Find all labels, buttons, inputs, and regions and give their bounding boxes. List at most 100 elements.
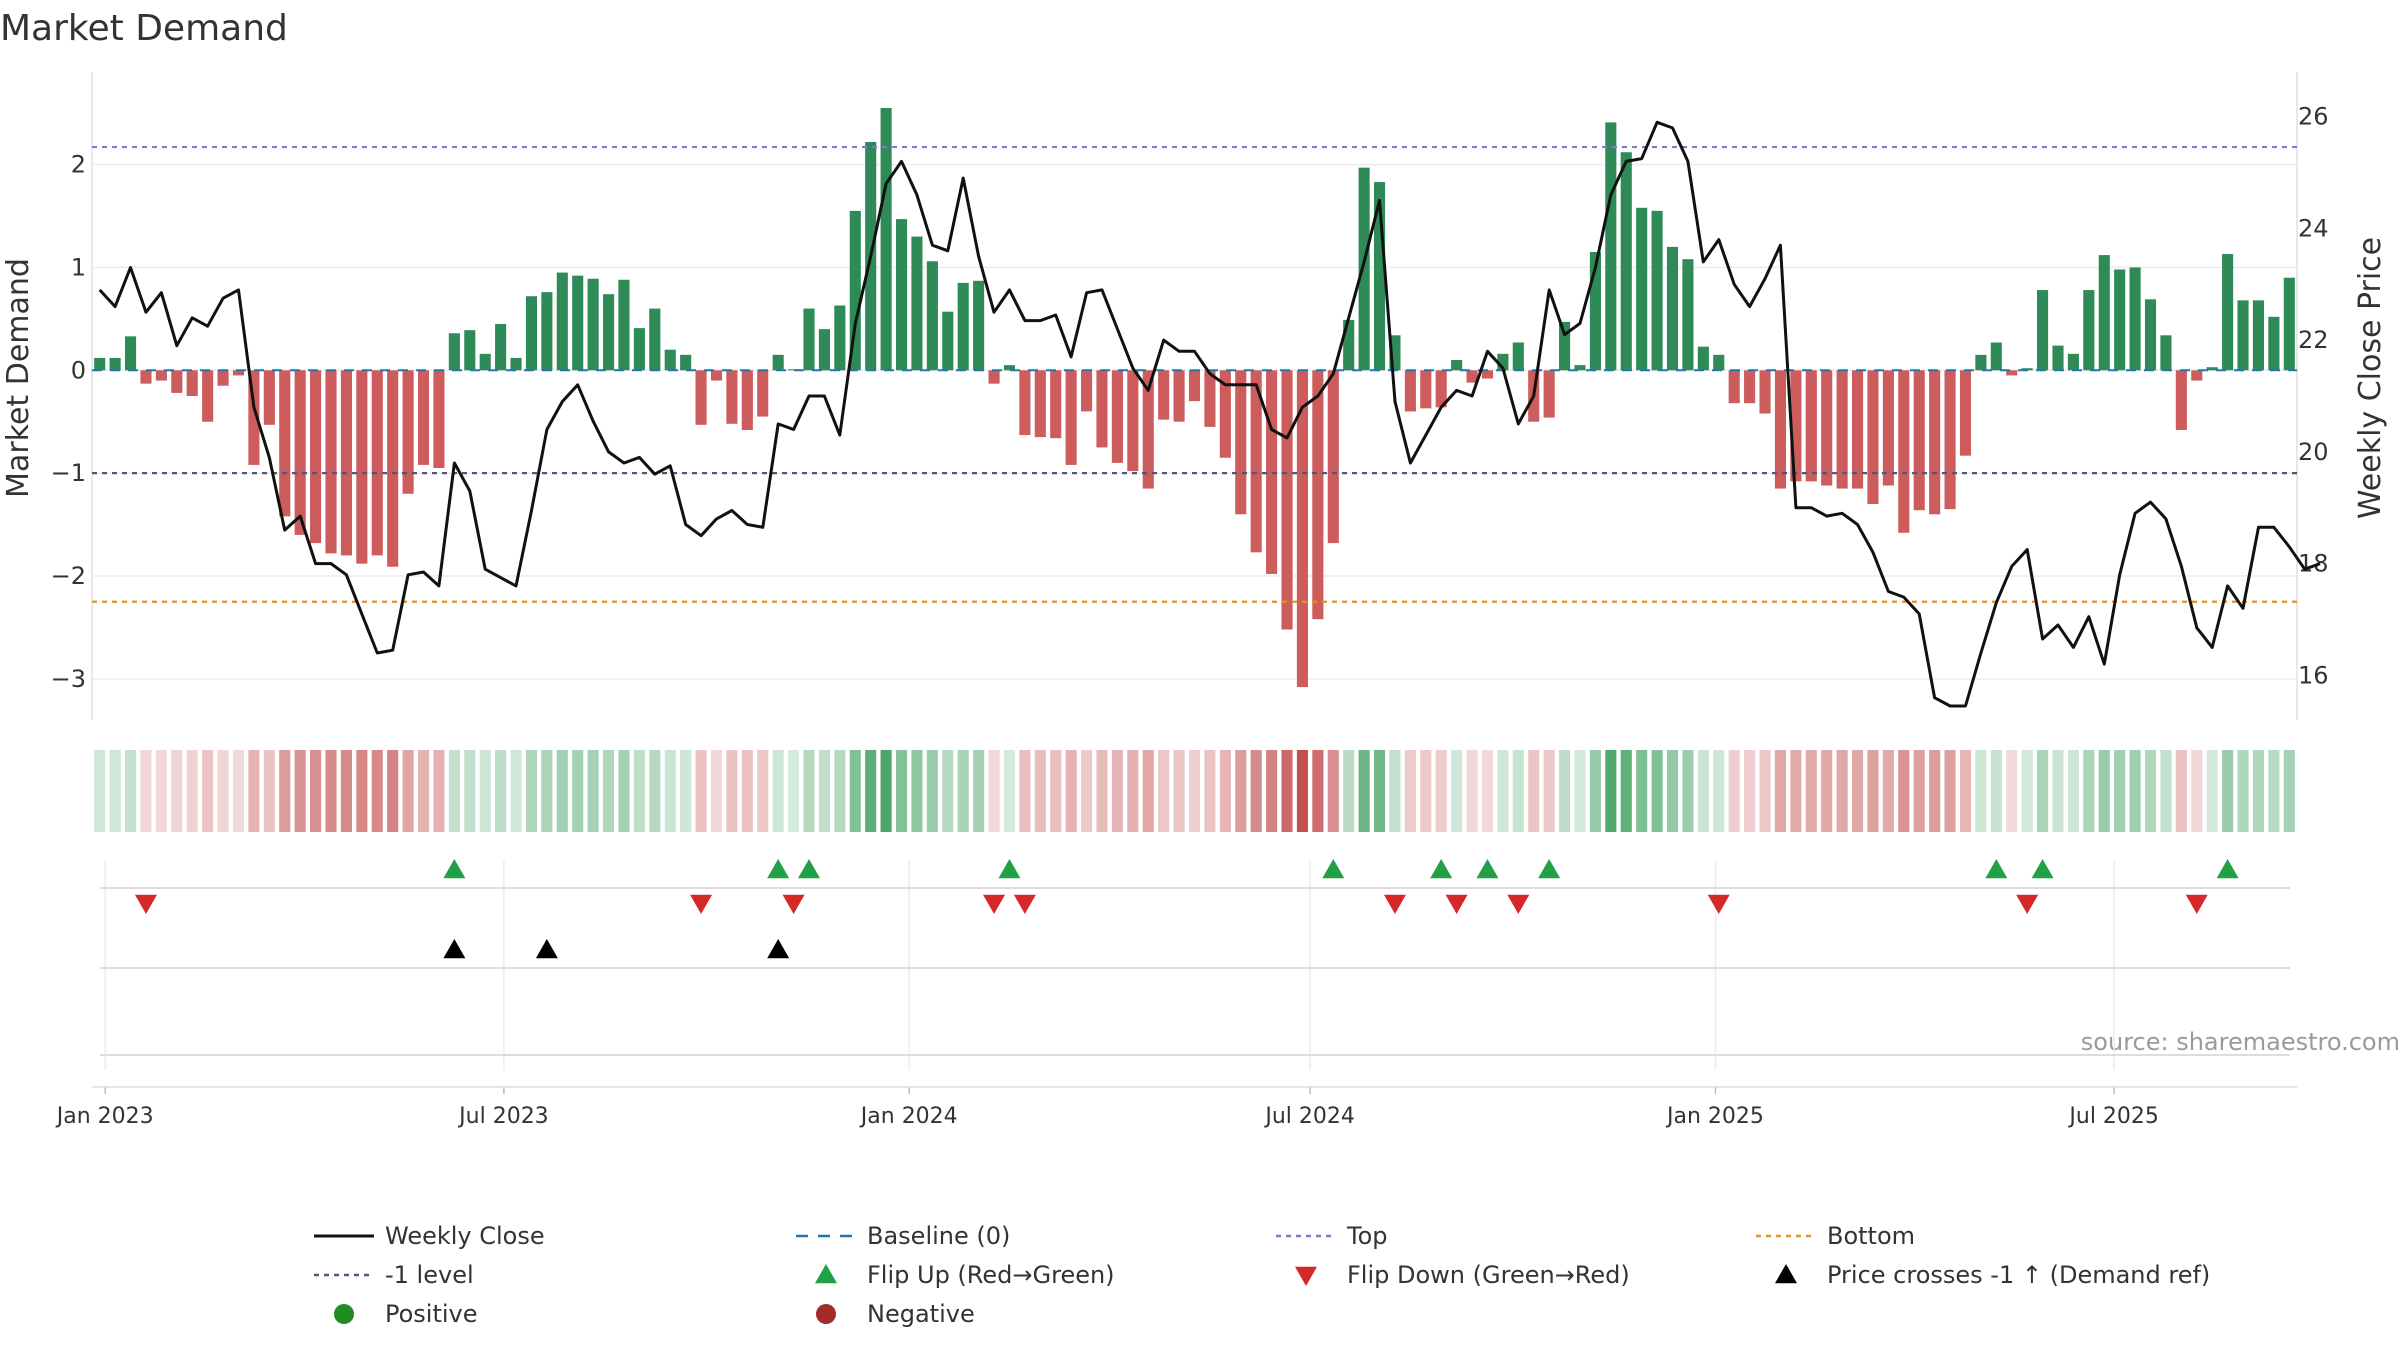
demand-bar [803,308,815,371]
demand-strip-cell [140,750,152,832]
demand-bar [1466,370,1478,383]
demand-strip-cell [2021,750,2033,832]
demand-strip-cell [1744,750,1756,832]
demand-bar [2206,367,2218,371]
demand-strip-cell [1327,750,1339,832]
y-tick-label-right: 16 [2298,661,2329,689]
demand-bar [772,354,784,371]
demand-bar [202,370,214,422]
demand-bar [1620,152,1632,371]
flip-up-marker [1430,859,1453,879]
demand-strip-cell [94,750,106,832]
demand-bar [417,370,430,465]
flip-up-marker [1476,859,1499,879]
demand-bar [2067,353,2079,371]
demand-bar [1188,370,1201,402]
demand-bar [741,370,753,430]
demand-strip-cell [2129,750,2141,832]
demand-strip-cell [1219,750,1231,832]
demand-strip-cell [2160,750,2172,832]
demand-strip-cell [2252,750,2265,832]
demand-bar [2175,370,2187,430]
demand-bar [1420,370,1432,409]
demand-strip-cell [1312,750,1324,832]
y-axis-label-right: Weekly Close Price [2353,237,2388,519]
demand-bar [1697,346,1709,371]
demand-strip-cell [356,750,368,832]
flip-up-marker [767,859,790,879]
demand-strip-cell [1451,750,1463,832]
demand-bar [1589,252,1601,371]
flip-down-marker [782,894,805,914]
demand-bar [1435,370,1447,408]
demand-strip-cell [433,750,445,832]
demand-strip-cell [1111,750,1123,832]
demand-strip-cell [2114,750,2126,832]
demand-bar [649,308,661,371]
demand-strip-cell [1867,750,1879,832]
demand-bar [1343,319,1355,371]
demand-strip-cell [1805,750,1817,832]
demand-bar [1497,353,1509,371]
demand-bar [2237,300,2249,371]
y-tick-label-right: 20 [2298,438,2329,466]
price-cross-marker [535,939,558,959]
demand-bar [1682,259,1694,371]
demand-bar [1728,370,1740,404]
flip-down-marker [1507,894,1530,914]
demand-strip-cell [926,750,938,832]
demand-bar [1389,335,1401,371]
demand-bar [1158,370,1170,420]
flip-up-marker [2031,859,2054,879]
demand-strip-cell [1959,750,1972,832]
demand-bar [279,370,291,517]
demand-strip-cell [310,750,322,832]
demand-strip-cell [942,750,954,832]
demand-bar [1481,370,1494,379]
x-tick-label: Jul 2024 [1263,1104,1355,1129]
demand-strip-cell [1420,750,1432,832]
demand-bar [2083,290,2095,371]
demand-strip-cell [1821,750,1833,832]
y-tick-label-left: −3 [51,665,86,693]
demand-bar [1929,370,1941,515]
demand-strip-cell [1559,750,1571,832]
demand-bar [834,305,846,371]
flip-up-marker [798,859,821,879]
demand-bar [1836,370,1848,489]
demand-strip-cell [464,750,476,832]
legend-swatch [816,1304,836,1324]
demand-strip-cell [1636,750,1648,832]
demand-strip-cell [2083,750,2095,832]
demand-strip-cell [2191,750,2203,832]
flip-up-marker [1538,859,1561,879]
x-tick-label: Jul 2023 [457,1104,549,1129]
legend-swatch [1295,1266,1317,1286]
demand-strip-cell [186,750,198,832]
flip-up-marker [1985,859,2008,879]
demand-strip-cell [2175,750,2187,832]
demand-bar [880,108,892,371]
demand-bar [556,272,568,371]
demand-bar [2191,370,2203,381]
demand-bar [2144,299,2157,371]
demand-bar [124,336,137,371]
demand-bar [217,370,229,386]
demand-strip-cell [726,750,738,832]
demand-strip-cell [818,750,830,832]
demand-bar [1959,370,1972,456]
demand-strip-cell [510,750,522,832]
legend-item-pricecross: Price crosses -1 ↑ (Demand ref) [1775,1261,2210,1289]
legend-item-minus1: -1 level [314,1261,474,1289]
demand-strip-cell [371,750,383,832]
demand-bar [371,370,383,556]
demand-bar [1142,370,1154,489]
demand-bar [479,353,491,371]
demand-bar [433,370,445,468]
legend-label: Flip Down (Green→Red) [1347,1261,1630,1289]
flip-down-marker [983,894,1006,914]
demand-bar [1373,182,1386,371]
demand-strip-cell [1713,750,1725,832]
demand-strip-cell [649,750,661,832]
demand-strip-cell [1435,750,1447,832]
